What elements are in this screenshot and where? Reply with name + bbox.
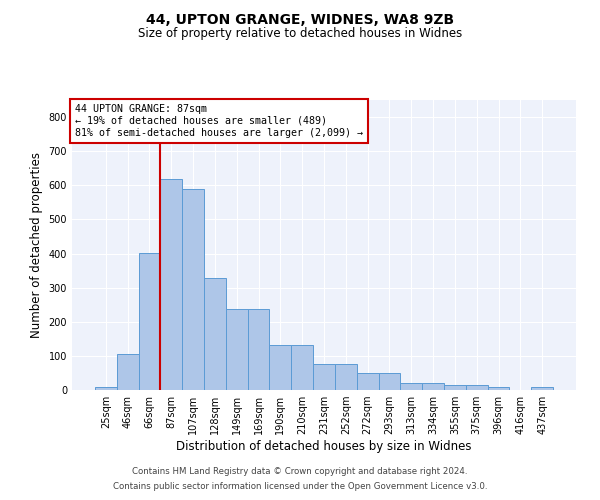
Bar xyxy=(269,344,291,390)
Bar xyxy=(182,188,204,390)
Text: Size of property relative to detached houses in Widnes: Size of property relative to detached ho… xyxy=(138,28,462,40)
Text: 44 UPTON GRANGE: 87sqm
← 19% of detached houses are smaller (489)
81% of semi-de: 44 UPTON GRANGE: 87sqm ← 19% of detached… xyxy=(74,104,362,138)
Bar xyxy=(95,388,117,390)
Bar xyxy=(444,385,466,390)
Bar xyxy=(313,364,335,390)
Bar xyxy=(226,309,248,390)
X-axis label: Distribution of detached houses by size in Widnes: Distribution of detached houses by size … xyxy=(176,440,472,453)
Bar xyxy=(422,383,444,390)
Bar xyxy=(357,374,379,390)
Bar xyxy=(160,180,182,390)
Y-axis label: Number of detached properties: Number of detached properties xyxy=(30,152,43,338)
Bar xyxy=(204,278,226,390)
Bar xyxy=(248,309,269,390)
Bar xyxy=(466,385,488,390)
Bar xyxy=(139,252,160,390)
Bar xyxy=(488,388,509,390)
Bar xyxy=(291,344,313,390)
Text: Contains HM Land Registry data © Crown copyright and database right 2024.: Contains HM Land Registry data © Crown c… xyxy=(132,467,468,476)
Bar xyxy=(335,364,357,390)
Bar xyxy=(531,388,553,390)
Bar xyxy=(379,374,400,390)
Text: 44, UPTON GRANGE, WIDNES, WA8 9ZB: 44, UPTON GRANGE, WIDNES, WA8 9ZB xyxy=(146,12,454,26)
Bar xyxy=(400,383,422,390)
Text: Contains public sector information licensed under the Open Government Licence v3: Contains public sector information licen… xyxy=(113,482,487,491)
Bar xyxy=(117,354,139,390)
